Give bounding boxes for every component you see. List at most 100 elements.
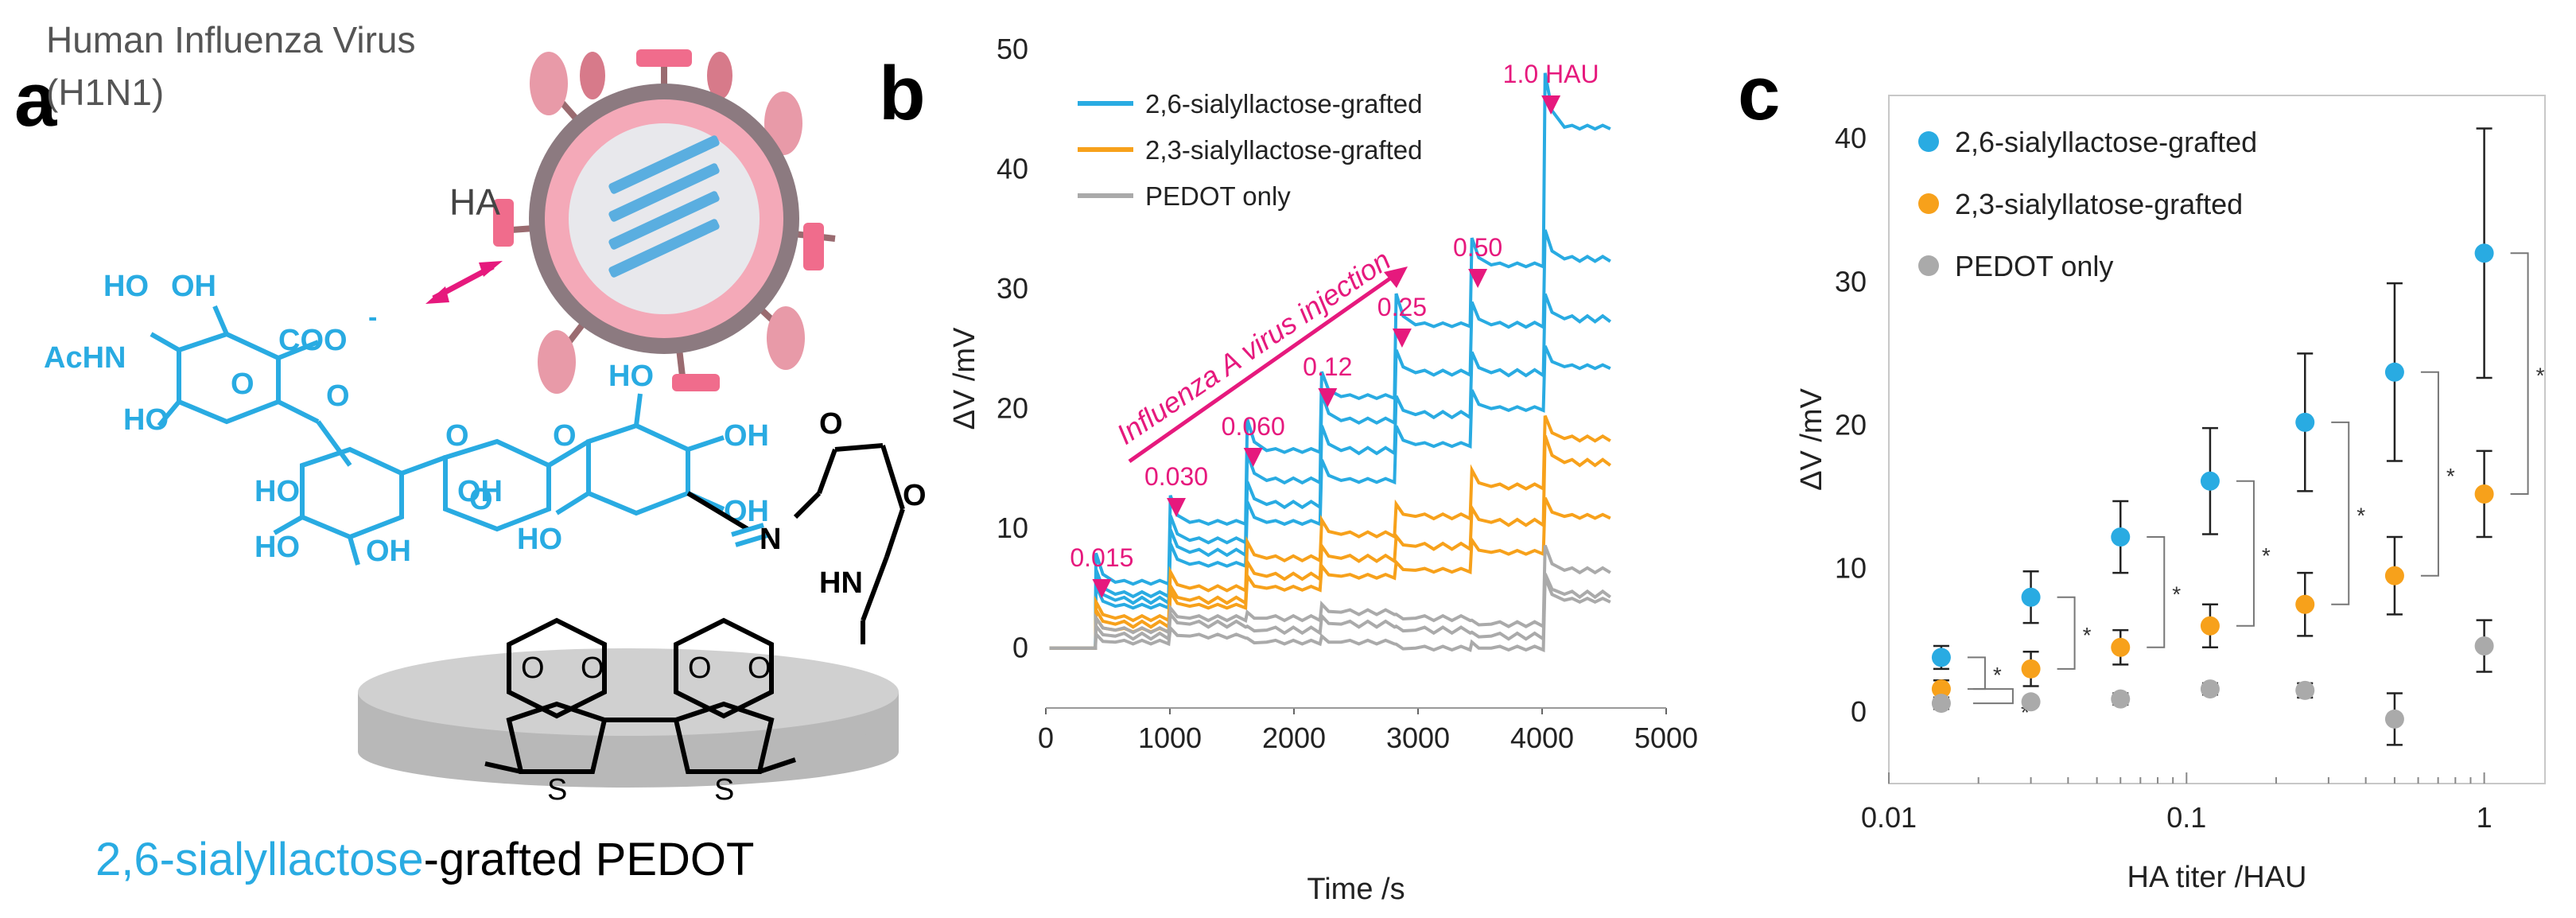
c-sig-bracket-6 [2510, 252, 2529, 495]
pedot-o-1: O [521, 652, 545, 685]
c-sig-bracket-0 [1967, 656, 1986, 690]
chem-hn: HN [819, 566, 863, 600]
b-injection-arrow-3 [1318, 388, 1338, 407]
panel-b-letter: b [879, 51, 926, 136]
b-injection-arrow-4 [1392, 329, 1412, 348]
chem-charge: - [368, 302, 377, 333]
c-sig-star-6: * [2536, 364, 2545, 388]
chem-coo: COO [278, 324, 348, 357]
c-point-s1-6 [2474, 484, 2494, 504]
b-injection-label-6: 1.0 HAU [1503, 60, 1599, 88]
b-x-tick-label-1: 1000 [1138, 722, 1202, 754]
b-injection-label-1: 0.030 [1144, 462, 1208, 491]
b-injection-arrow-0 [1092, 579, 1112, 598]
panel-a-letter: a [14, 57, 57, 142]
c-legend-swatch-0 [1918, 131, 1939, 152]
c-sig-bracket-extra [1972, 688, 2014, 705]
chem-o-link2: O [445, 419, 469, 453]
c-legend-swatch-2 [1918, 255, 1939, 276]
pedot-s-1: S [547, 773, 567, 807]
b-y-tick-label-2: 20 [997, 392, 1028, 425]
chem-oh-5: OH [724, 495, 769, 528]
b-legend-label-2: PEDOT only [1145, 181, 1291, 211]
b-series-line-9 [1049, 577, 1611, 652]
c-point-s2-3 [2200, 679, 2220, 699]
chem-o-carbonyl: O [903, 479, 927, 512]
c-point-s2-4 [2295, 680, 2315, 700]
panel-c-letter: c [1738, 51, 1780, 136]
b-series-line-4 [1049, 414, 1611, 650]
b-x-tick-label-3: 3000 [1386, 722, 1450, 754]
panel-c-points [1931, 127, 2494, 746]
c-x-tick-label-1: 0.1 [2166, 801, 2206, 834]
virus-particle-illustration [493, 49, 836, 394]
c-y-tick-label-1: 10 [1835, 552, 1867, 585]
virus-title-line2: (H1N1) [46, 72, 164, 113]
b-injection-arrow-6 [1541, 95, 1561, 115]
c-sig-bracket-3 [2236, 480, 2255, 627]
c-sig-bracket-5 [2420, 371, 2439, 577]
c-point-s0-5 [2384, 362, 2404, 382]
c-sig-star-0: * [1993, 663, 2002, 687]
panel-c-scatter-chart: c 0 10 20 30 40 0.01 0.1 1 * * * * * * * * 2,6-sialyll… [1738, 51, 2546, 894]
caption-rest-part: -grafted PEDOT [424, 834, 755, 885]
b-injection-label-3: 0.12 [1303, 352, 1352, 381]
c-point-s2-1 [2021, 692, 2041, 712]
pedot-o-4: O [748, 652, 771, 685]
b-y-tick-label-0: 0 [1012, 632, 1028, 664]
c-point-s1-4 [2295, 594, 2315, 614]
chem-n: N [760, 523, 781, 556]
chem-ho-3: HO [254, 475, 300, 508]
panel-c-significance-brackets: * * * * * * * * [1967, 252, 2545, 725]
chem-o-ether: O [819, 407, 843, 441]
c-y-tick-label-3: 30 [1835, 265, 1867, 298]
c-point-s0-1 [2021, 587, 2041, 607]
b-injection-arrow-5 [1468, 269, 1488, 288]
c-sig-star-2: * [2172, 582, 2181, 606]
ha-label: HA [449, 181, 500, 223]
b-injection-arrow-1 [1167, 498, 1186, 517]
c-point-s0-2 [2111, 527, 2131, 547]
virus-title-line1: Human Influenza Virus [46, 19, 416, 60]
b-series-line-8 [1049, 573, 1612, 650]
c-plot-frame [1888, 95, 2546, 784]
chem-o-link3: O [553, 419, 577, 453]
c-sig-star-5: * [2446, 464, 2455, 488]
chem-o-ring1: O [231, 368, 254, 401]
c-sig-star-4: * [2356, 503, 2365, 527]
c-point-s2-2 [2111, 689, 2131, 709]
pedot-o-3: O [688, 652, 712, 685]
panel-b-axes: 0 1000 2000 3000 4000 5000 0 10 20 30 40 50 [997, 33, 1698, 754]
c-sig-bracket-1 [2057, 596, 2076, 670]
chem-oh-3: OH [457, 475, 503, 508]
chem-oh-1: OH [171, 270, 216, 303]
panel-b-injection-markers: 0.015 0.030 0.060 0.12 0.25 0.50 1.0 HAU [1070, 60, 1599, 598]
c-sig-bracket-4 [2331, 421, 2350, 605]
c-point-s2-0 [1931, 694, 1951, 714]
panel-c-axes: 0 10 20 30 40 0.01 0.1 1 [1835, 95, 2546, 834]
b-series-line-5 [1049, 434, 1612, 650]
c-point-s0-0 [1931, 648, 1951, 667]
b-injection-label-2: 0.060 [1222, 412, 1285, 441]
c-point-s0-6 [2474, 243, 2494, 263]
b-x-tick-label-5: 5000 [1634, 722, 1698, 754]
c-point-s1-2 [2111, 637, 2131, 657]
b-injection-label-0: 0.015 [1070, 543, 1133, 572]
panel-b-y-axis-label: ΔV /mV [948, 327, 981, 430]
chem-ho-4: HO [254, 531, 300, 564]
c-x-tick-label-2: 1 [2477, 801, 2492, 834]
panel-c-x-axis-label: HA titer /HAU [2127, 861, 2307, 894]
chem-ho-6: HO [517, 523, 562, 556]
panel-a-caption: 2,6-sialyllactose-grafted PEDOT [95, 834, 754, 885]
b-injection-label-4: 0.25 [1377, 293, 1427, 321]
c-y-tick-label-2: 20 [1835, 408, 1867, 441]
pedot-o-2: O [581, 652, 604, 685]
b-y-tick-label-1: 10 [997, 512, 1028, 544]
c-point-s1-1 [2021, 659, 2041, 679]
panel-a: a Human Influenza Virus (H1N1) [14, 19, 927, 885]
c-sig-star-3: * [2262, 543, 2271, 568]
panel-b-series-group [1049, 72, 1612, 652]
pedot-s-2: S [714, 773, 734, 807]
panel-c-y-axis-label: ΔV /mV [1795, 387, 1828, 490]
